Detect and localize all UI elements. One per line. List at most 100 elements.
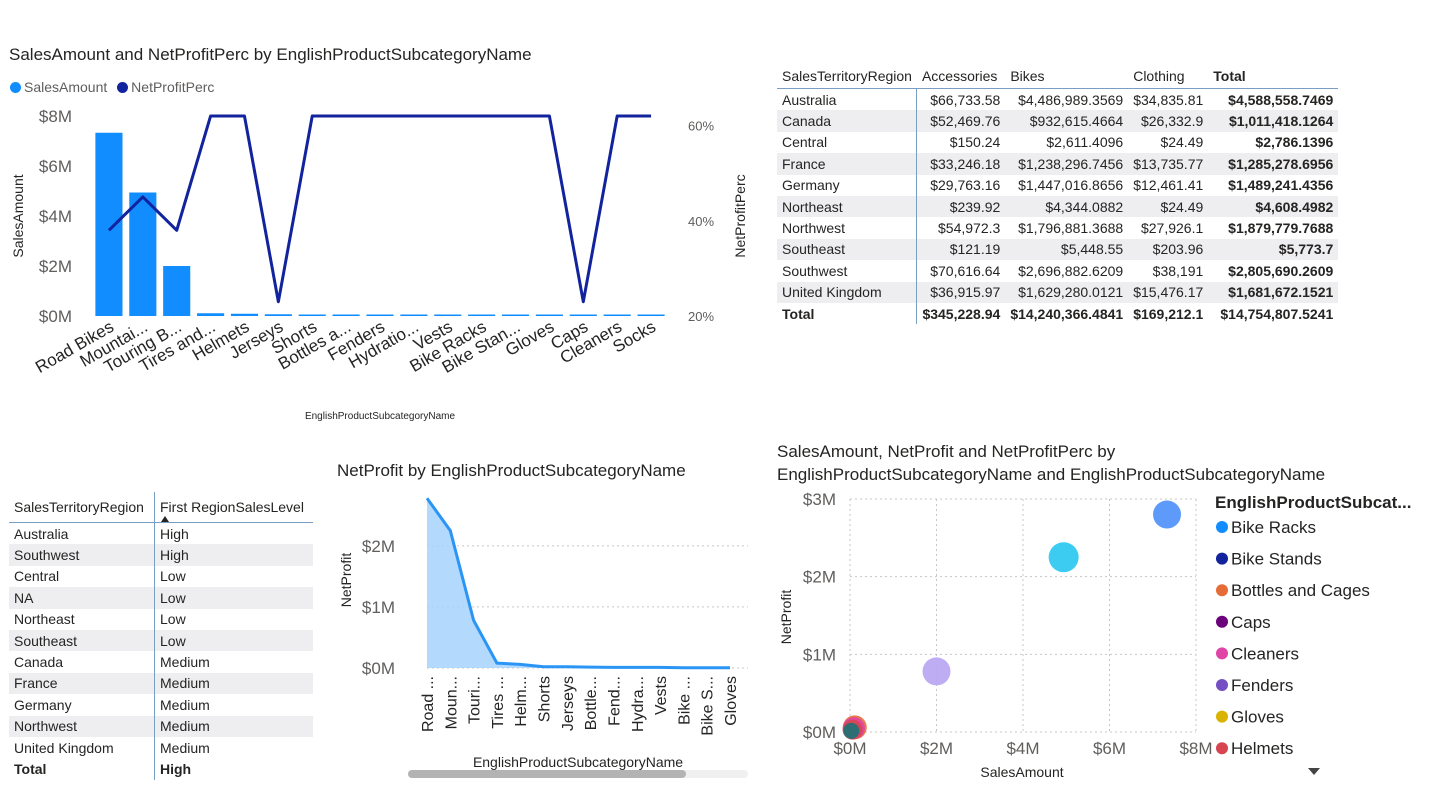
table-row[interactable]: Southeast Low	[9, 629, 313, 652]
column-header-region[interactable]: SalesTerritoryRegion	[9, 492, 155, 523]
y-axis-title: SalesAmount	[10, 174, 26, 257]
sales-level-cell: Low	[154, 587, 313, 609]
value-cell: $36,915.97	[916, 281, 1006, 303]
value-cell: $2,696,882.6209	[1018, 262, 1124, 279]
table-row[interactable]: Northwest Medium	[9, 715, 313, 737]
table-row[interactable]: Central Low	[9, 565, 313, 588]
row-label-cell: Northeast	[777, 195, 918, 218]
region-cell: Southeast	[9, 629, 155, 652]
table-row[interactable]: NA Low	[9, 587, 313, 609]
x-tick-label: $0M	[833, 739, 866, 758]
table-row[interactable]: Australia High	[9, 522, 313, 545]
sales-level-cell: Medium	[154, 672, 313, 695]
column-header[interactable]: Total	[1208, 64, 1339, 89]
legend-marker	[1216, 647, 1228, 660]
y-tick-label: $3M	[803, 490, 836, 509]
combo-chart-legend: SalesAmount NetProfitPerc	[10, 79, 214, 95]
column-header[interactable]: Bikes	[1005, 64, 1129, 89]
legend-more-chevron-icon[interactable]	[1308, 768, 1320, 775]
value-cell: $54,972.3	[938, 220, 1001, 237]
value-cell: $4,608.4982	[1208, 195, 1339, 218]
table-row[interactable]: United Kingdom $36,915.97 $1,629,280.0121 $…	[777, 281, 1339, 303]
scatter-chart[interactable]: $0M $2M $4M $6M $8M $0M $1M $2M $3M NetProfit Sale…	[770, 485, 1430, 787]
y-tick-label: $0M	[362, 659, 395, 678]
value-cell: $15,476.17	[1128, 281, 1209, 303]
legend-item[interactable]: Gloves	[1231, 708, 1284, 727]
table-row[interactable]: Australia $66,733.58 $4,486,989.3569 $34,83…	[777, 88, 1338, 111]
table-row[interactable]: France Medium	[9, 672, 313, 695]
bar-salesamount	[569, 314, 597, 316]
value-cell: $12,461.41	[1133, 177, 1204, 194]
bar-salesamount	[400, 314, 428, 316]
legend-item[interactable]: Bike Racks	[1231, 518, 1316, 537]
scatter-chart-title: SalesAmount, NetProfit and NetProfitPerc…	[777, 440, 1325, 486]
table-row[interactable]: Southwest $70,616.64 $2,696,882.6209 $38,19…	[777, 260, 1338, 282]
row-label-cell: Southeast	[777, 238, 918, 261]
value-cell: $24.49	[1160, 134, 1204, 151]
combo-chart[interactable]: $0M $2M $4M $6M $8M 20% 40% 60% SalesAmount NetPr…	[0, 100, 760, 430]
value-cell: $121.19	[916, 238, 1006, 261]
scatter-title-line1: SalesAmount, NetProfit and NetProfitPerc…	[777, 442, 1116, 461]
legend-item[interactable]: Helmets	[1231, 739, 1293, 758]
x-tick-label: Road ...	[420, 676, 437, 732]
table-row[interactable]: Central $150.24 $2,611.4096 $24.49 $2,786.13…	[777, 131, 1338, 154]
table-row[interactable]: Northwest $54,972.3 $1,796,881.3688 $27,926…	[777, 217, 1338, 239]
scatter-title-line2: EnglishProductSubcategoryName and Englis…	[777, 465, 1326, 484]
column-header[interactable]: Accessories	[916, 64, 1006, 89]
legend-item-netprofitperc[interactable]: NetProfitPerc	[117, 79, 214, 95]
legend-marker	[1216, 710, 1228, 723]
table-row[interactable]: Canada Medium	[9, 651, 313, 673]
legend-item[interactable]: Caps	[1231, 613, 1271, 632]
table-row[interactable]: Northeast $239.92 $4,344.0882 $24.49 $4,608.…	[777, 195, 1339, 218]
combo-chart-title: SalesAmount and NetProfitPerc by English…	[9, 45, 532, 64]
legend-item[interactable]: Fenders	[1231, 676, 1293, 695]
y2-tick-label: 60%	[688, 119, 714, 134]
y-tick-label: $0M	[39, 307, 72, 326]
total-row[interactable]: Total $345,228.94 $14,240,366.4841 $169,212…	[777, 302, 1338, 325]
value-cell: $4,344.0882	[1005, 195, 1129, 218]
region-cell: NA	[9, 587, 155, 609]
region-level-table: SalesTerritoryRegion First RegionSalesLe…	[9, 492, 313, 780]
value-cell: $4,486,989.3569	[1018, 91, 1124, 108]
x-tick-label: Fend...	[606, 676, 623, 726]
column-header-sales-level[interactable]: First RegionSalesLevel	[154, 492, 313, 523]
scatter-point	[1153, 500, 1182, 529]
bar-salesamount	[332, 314, 360, 316]
value-cell: $1,238,296.7456	[1005, 153, 1129, 175]
table-row[interactable]: Southeast $121.19 $5,448.55 $203.96 $5,773.7	[777, 238, 1339, 261]
row-label-cell: Northwest	[777, 217, 918, 239]
column-header-sales-level-label: First RegionSalesLevel	[160, 499, 304, 515]
bar-salesamount	[129, 192, 157, 316]
legend-item[interactable]: Bike Stands	[1231, 550, 1322, 569]
sales-level-cell: Low	[154, 629, 313, 652]
x-tick-label: Vests	[653, 676, 670, 715]
table-row[interactable]: Southwest High	[9, 544, 313, 566]
column-header[interactable]: SalesTerritoryRegion	[777, 64, 917, 89]
table-row[interactable]: Northeast Low	[9, 608, 313, 630]
x-axis-title: SalesAmount	[980, 764, 1063, 780]
value-cell: $932,615.4664	[1005, 110, 1129, 132]
table-row[interactable]: Germany Medium	[9, 694, 313, 716]
value-cell: $52,469.76	[916, 110, 1006, 132]
column-header[interactable]: Clothing	[1128, 64, 1209, 89]
x-tick-label: Helm...	[513, 676, 530, 727]
region-cell: Central	[9, 565, 155, 588]
area-chart[interactable]: $0M $1M $2M NetProfit Road ... Moun... Touri..…	[330, 485, 760, 785]
table-row[interactable]: France $33,246.18 $1,238,296.7456 $13,735.7…	[777, 153, 1339, 175]
x-tick-label: Bike ...	[676, 676, 693, 725]
legend-item-salesamount[interactable]: SalesAmount	[10, 79, 107, 95]
sales-level-cell: Medium	[154, 715, 313, 737]
sort-ascending-icon[interactable]	[161, 516, 169, 522]
legend-item[interactable]: Cleaners	[1231, 644, 1299, 663]
table-row[interactable]: United Kingdom Medium	[9, 736, 313, 759]
region-cell: France	[9, 672, 155, 695]
value-cell: $24.49	[1128, 195, 1209, 218]
value-cell: $2,805,690.2609	[1228, 262, 1334, 279]
legend-marker	[1216, 521, 1228, 533]
table-row[interactable]: Germany $29,763.16 $1,447,016.8656 $12,461.…	[777, 174, 1338, 196]
sales-level-cell: High	[154, 544, 313, 566]
table-row[interactable]: Canada $52,469.76 $932,615.4664 $26,332.9 $1…	[777, 110, 1339, 132]
legend-item[interactable]: Bottles and Cages	[1231, 581, 1370, 600]
total-row[interactable]: Total High	[9, 758, 313, 780]
scrollbar-thumb[interactable]	[408, 770, 686, 778]
